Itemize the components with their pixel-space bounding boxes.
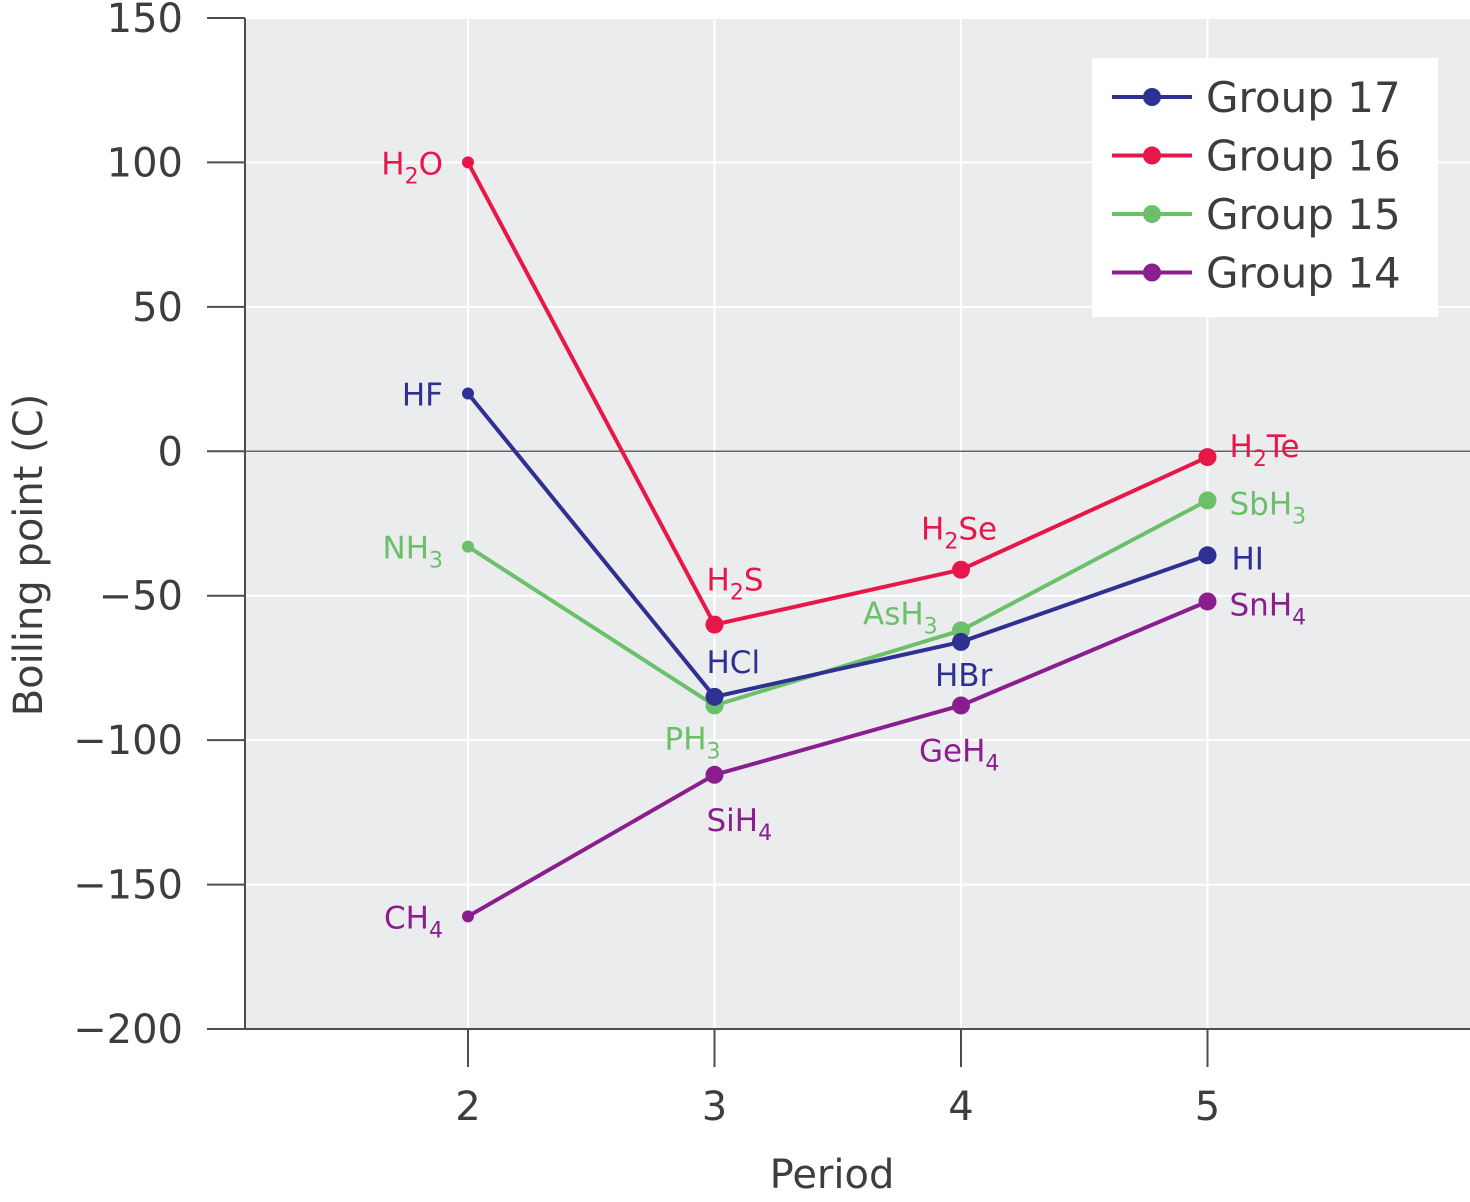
data-point: [1198, 448, 1217, 467]
point-label: HF: [402, 378, 443, 414]
series-line: [466, 392, 1209, 699]
data-point: [952, 696, 970, 715]
point-label: SbH3: [1230, 486, 1307, 529]
series-line: [466, 161, 1209, 627]
legend: Group 17 Group 16 Group 15 Group 14: [1092, 58, 1438, 317]
legend-label: Group 17: [1206, 73, 1401, 122]
x-tick-label: 5: [1195, 1084, 1220, 1130]
x-axis-label: Period: [770, 1152, 895, 1198]
y-tick-label: −200: [73, 1007, 183, 1053]
y-tick-label: 0: [158, 429, 183, 475]
y-tick-label: −150: [73, 863, 183, 909]
y-tick-label: −50: [99, 574, 183, 620]
point-label: SiH4: [707, 803, 773, 846]
legend-swatch-marker: [1143, 146, 1161, 165]
legend-label: Group 16: [1206, 132, 1401, 181]
data-point: [705, 615, 724, 634]
y-axis-label: Boiling point (C): [6, 394, 52, 717]
data-point: [1198, 592, 1217, 611]
legend-swatch-marker: [1143, 263, 1161, 282]
point-label: HBr: [935, 658, 993, 694]
axes: 150 100 50 0 −50 −100 −150 −200 2 3 4 5: [73, 0, 1470, 1130]
point-label: HCl: [707, 645, 761, 681]
series-line: [467, 599, 1209, 919]
y-tick-label: −100: [73, 718, 183, 764]
data-point: [705, 687, 724, 706]
data-point: [462, 540, 474, 553]
data-point: [462, 156, 474, 169]
point-label: HI: [1232, 541, 1264, 577]
point-label: H2Se: [921, 512, 997, 555]
legend-swatch-marker: [1143, 88, 1161, 106]
data-point: [952, 632, 970, 651]
legend-item: Group 16: [1112, 132, 1401, 181]
point-label: AsH3: [863, 596, 938, 639]
point-label: H2O: [381, 146, 443, 189]
data-point: [462, 387, 474, 400]
grid: [245, 17, 1470, 1030]
series-group-14: CH4 SiH4 GeH4 SnH4: [384, 587, 1306, 943]
point-label: SnH4: [1230, 587, 1307, 630]
legend-swatch-marker: [1143, 205, 1161, 223]
y-tick-label: 50: [132, 285, 183, 331]
point-label: GeH4: [919, 733, 999, 776]
y-tick-label: 100: [107, 140, 183, 186]
data-point: [952, 560, 970, 579]
legend-item: Group 15: [1112, 190, 1401, 239]
data-point: [1198, 491, 1217, 510]
data-point: [1198, 546, 1217, 565]
data-point: [462, 910, 474, 923]
point-label: PH3: [665, 721, 721, 764]
x-tick-label: 3: [702, 1084, 727, 1130]
point-label: H2S: [707, 563, 764, 606]
point-label: CH4: [384, 900, 443, 943]
y-tick-label: 150: [107, 0, 183, 42]
legend-item: Group 14: [1112, 249, 1401, 298]
series-group-16: H2O H2S H2Se H2Te: [381, 146, 1300, 634]
x-tick-label: 2: [455, 1084, 480, 1130]
point-label: H2Te: [1230, 429, 1300, 472]
legend-label: Group 14: [1206, 249, 1401, 298]
x-tick-label: 4: [948, 1084, 973, 1130]
legend-item: Group 17: [1112, 73, 1401, 122]
data-point: [705, 765, 724, 784]
legend-label: Group 15: [1206, 190, 1401, 239]
point-label: NH3: [383, 531, 444, 574]
series-group-17: HF HCl HBr HI: [402, 378, 1264, 706]
